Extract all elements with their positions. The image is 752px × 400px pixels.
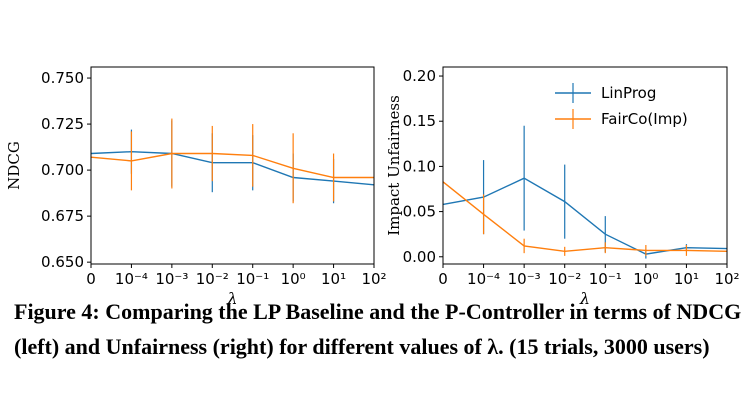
unfair-x-tick-label-4: 10⁻¹ <box>589 270 622 288</box>
unfair-y-tick-label-3: 0.15 <box>403 112 436 130</box>
ndcg-y-tick-label-0: 0.650 <box>41 253 84 271</box>
ndcg-x-tick-label-4: 10⁻¹ <box>236 270 269 288</box>
unfairness-chart: 0.00 0.05 0.10 0.15 0.20 0 10⁻⁴ 10⁻³ 10⁻² 10⁻¹ 10⁰… <box>385 66 740 308</box>
ndcg-x-tick-label-7: 10² <box>361 270 386 288</box>
unfair-x-tick-label-7: 10² <box>714 270 739 288</box>
ndcg-series-fairco-imp <box>90 118 374 204</box>
unfair-y-axis-label: Impact Unfairness <box>385 95 403 236</box>
unfair-series-linprog <box>442 125 728 259</box>
ndcg-x-tick-label-6: 10¹ <box>321 270 346 288</box>
unfair-x-axis-label: λ <box>579 289 590 308</box>
unfair-line-fairco-imp <box>442 181 728 253</box>
ndcg-y-tick-label-2: 0.700 <box>41 161 84 179</box>
ndcg-x-tick-label-2: 10⁻³ <box>155 270 188 288</box>
caption-text: Comparing the LP Baseline and the P-Cont… <box>14 299 742 359</box>
unfair-x-tick-label-1: 10⁻⁴ <box>467 270 500 288</box>
unfair-x-tick-label-5: 10⁰ <box>633 270 658 288</box>
unfair-y-tick-label-4: 0.20 <box>403 67 436 85</box>
unfair-x-tick-label-3: 10⁻² <box>548 270 581 288</box>
ndcg-x-axis-label: λ <box>226 289 237 308</box>
unfair-legend-label-linprog: LinProg <box>601 84 656 102</box>
unfair-y-ticks: 0.00 0.05 0.10 0.15 0.20 <box>403 67 443 266</box>
unfair-x-tick-label-6: 10¹ <box>674 270 699 288</box>
figure-caption: Figure 4: Comparing the LP Baseline and … <box>14 294 744 364</box>
ndcg-x-tick-label-5: 10⁰ <box>281 270 306 288</box>
ndcg-y-tick-label-1: 0.675 <box>41 207 84 225</box>
unfair-plot-frame <box>442 66 728 265</box>
unfair-y-tick-label-2: 0.10 <box>403 157 436 175</box>
ndcg-y-ticks: 0.650 0.675 0.700 0.725 0.750 <box>41 69 91 271</box>
ndcg-x-tick-label-3: 10⁻² <box>196 270 229 288</box>
ndcg-y-tick-label-4: 0.750 <box>41 69 84 87</box>
unfair-line-linprog <box>442 177 728 255</box>
ndcg-chart: 0.650 0.675 0.700 0.725 0.750 0 10⁻⁴ 10⁻³ 10⁻² 10… <box>5 66 387 308</box>
ndcg-x-tick-label-1: 10⁻⁴ <box>115 270 148 288</box>
caption-label: Figure 4: <box>14 299 100 324</box>
ndcg-line-linprog <box>90 150 375 186</box>
ndcg-y-tick-label-3: 0.725 <box>41 115 84 133</box>
unfair-y-tick-label-1: 0.05 <box>403 203 436 221</box>
ndcg-x-ticks: 0 10⁻⁴ 10⁻³ 10⁻² 10⁻¹ 10⁰ 10¹ 10² <box>86 264 387 288</box>
unfair-x-ticks: 0 10⁻⁴ 10⁻³ 10⁻² 10⁻¹ 10⁰ 10¹ 10² <box>438 264 740 288</box>
unfair-x-tick-label-2: 10⁻³ <box>508 270 541 288</box>
ndcg-y-axis-label: NDCG <box>5 141 23 190</box>
unfair-series-fairco-imp <box>442 181 728 256</box>
ndcg-plot-frame <box>90 66 375 265</box>
unfair-legend: LinProg FairCo(Imp) <box>555 83 688 129</box>
ndcg-line-fairco-imp <box>90 152 374 179</box>
unfair-x-tick-label-0: 0 <box>438 270 448 288</box>
unfair-y-tick-label-0: 0.00 <box>403 248 436 266</box>
unfair-legend-label-fairco-imp: FairCo(Imp) <box>601 110 688 128</box>
ndcg-series-linprog <box>90 120 375 204</box>
ndcg-x-tick-label-0: 0 <box>86 270 96 288</box>
